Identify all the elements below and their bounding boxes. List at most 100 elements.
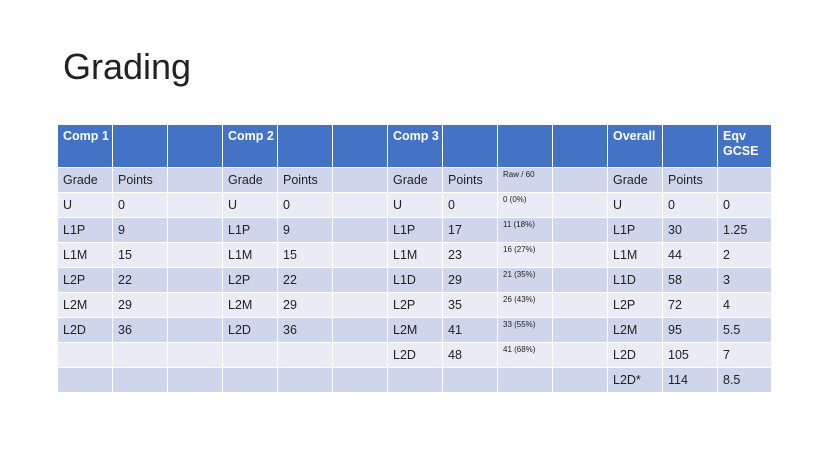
table-cell — [552, 267, 608, 293]
table-cell: 29 — [442, 267, 498, 293]
table-cell: L2D — [222, 317, 278, 343]
table-cell: 16 (27%) — [497, 242, 553, 268]
table-cell: 8.5 — [717, 367, 772, 393]
table-cell: L2D — [607, 342, 663, 368]
table-cell: L2P — [222, 267, 278, 293]
table-cell: L2M — [222, 292, 278, 318]
table-cell — [332, 167, 388, 193]
table-cell — [552, 367, 608, 393]
table-cell: U — [387, 192, 443, 218]
table-cell: 41 — [442, 317, 498, 343]
table-cell: 22 — [277, 267, 333, 293]
table-cell: L2D — [387, 342, 443, 368]
table-cell: 22 — [112, 267, 168, 293]
table-cell: L1M — [607, 242, 663, 268]
table-cell: 0 — [442, 192, 498, 218]
table-cell: 114 — [662, 367, 718, 393]
header-cell — [497, 124, 553, 168]
table-cell — [552, 167, 608, 193]
table-cell: 0 (0%) — [497, 192, 553, 218]
table-cell — [332, 342, 388, 368]
table-cell: Grade — [222, 167, 278, 193]
table-row: L1M 15 L1M 15 L1M 23 16 (27%) L1M 44 2 — [57, 242, 772, 268]
header-cell — [662, 124, 718, 168]
table-cell: U — [57, 192, 113, 218]
table-cell — [332, 217, 388, 243]
table-cell — [222, 367, 278, 393]
table-cell — [277, 342, 333, 368]
table-cell: L1P — [607, 217, 663, 243]
header-cell — [167, 124, 223, 168]
table-cell: L1D — [607, 267, 663, 293]
table-cell: L1D — [387, 267, 443, 293]
table-cell — [167, 192, 223, 218]
table-cell — [552, 292, 608, 318]
table-cell: 0 — [717, 192, 772, 218]
table-cell — [332, 192, 388, 218]
table-cell: L1M — [387, 242, 443, 268]
table-cell: U — [607, 192, 663, 218]
table-cell — [332, 242, 388, 268]
table-cell — [167, 317, 223, 343]
table-row: L2M 29 L2M 29 L2P 35 26 (43%) L2P 72 4 — [57, 292, 772, 318]
table-cell — [552, 217, 608, 243]
table-row: L2D 48 41 (68%) L2D 105 7 — [57, 342, 772, 368]
table-cell: Grade — [57, 167, 113, 193]
table-cell: 105 — [662, 342, 718, 368]
header-cell — [552, 124, 608, 168]
table-cell: 41 (68%) — [497, 342, 553, 368]
table-cell: 33 (55%) — [497, 317, 553, 343]
header-row: Comp 1 Comp 2 Comp 3 Overall Eqv GCSE — [57, 124, 772, 168]
header-cell: Eqv GCSE — [717, 124, 772, 168]
table-cell: L2M — [607, 317, 663, 343]
table-cell — [277, 367, 333, 393]
table-cell: L2P — [57, 267, 113, 293]
table-cell — [112, 342, 168, 368]
table-cell: 0 — [662, 192, 718, 218]
table-row: L1P 9 L1P 9 L1P 17 11 (18%) L1P 30 1.25 — [57, 217, 772, 243]
table-cell: Grade — [387, 167, 443, 193]
table-cell: 0 — [277, 192, 333, 218]
table-cell: L1M — [57, 242, 113, 268]
table-cell: 21 (35%) — [497, 267, 553, 293]
table-cell: L2D* — [607, 367, 663, 393]
table-cell — [552, 317, 608, 343]
table-cell: 44 — [662, 242, 718, 268]
table-cell: 29 — [277, 292, 333, 318]
header-cell — [332, 124, 388, 168]
table-cell — [552, 192, 608, 218]
table-cell: 23 — [442, 242, 498, 268]
table-cell: 15 — [112, 242, 168, 268]
table-cell: 36 — [112, 317, 168, 343]
table-cell: L2M — [57, 292, 113, 318]
table-cell: 5.5 — [717, 317, 772, 343]
table-cell: 95 — [662, 317, 718, 343]
table-cell: L2P — [387, 292, 443, 318]
table-cell: L1P — [57, 217, 113, 243]
table-cell: 30 — [662, 217, 718, 243]
table-cell — [167, 267, 223, 293]
table-cell — [222, 342, 278, 368]
table-cell — [332, 292, 388, 318]
table-cell: 2 — [717, 242, 772, 268]
table-body: Comp 1 Comp 2 Comp 3 Overall Eqv GCSE Grade Po… — [57, 124, 772, 393]
table-row: L2D* 114 8.5 — [57, 367, 772, 393]
table-cell — [332, 317, 388, 343]
table-cell: 58 — [662, 267, 718, 293]
table-cell: 36 — [277, 317, 333, 343]
table-cell — [167, 292, 223, 318]
table-cell: 29 — [112, 292, 168, 318]
table-cell — [497, 367, 553, 393]
table-cell: Grade — [607, 167, 663, 193]
table-cell: 9 — [112, 217, 168, 243]
table-cell: L1M — [222, 242, 278, 268]
table-cell: 17 — [442, 217, 498, 243]
table-cell — [167, 217, 223, 243]
table-cell — [332, 367, 388, 393]
table-cell — [167, 242, 223, 268]
table-cell — [167, 342, 223, 368]
table-cell: L2D — [57, 317, 113, 343]
table-cell: 48 — [442, 342, 498, 368]
table-cell: 9 — [277, 217, 333, 243]
table-row: Grade Points Grade Points Grade Points Raw / 6… — [57, 167, 772, 193]
